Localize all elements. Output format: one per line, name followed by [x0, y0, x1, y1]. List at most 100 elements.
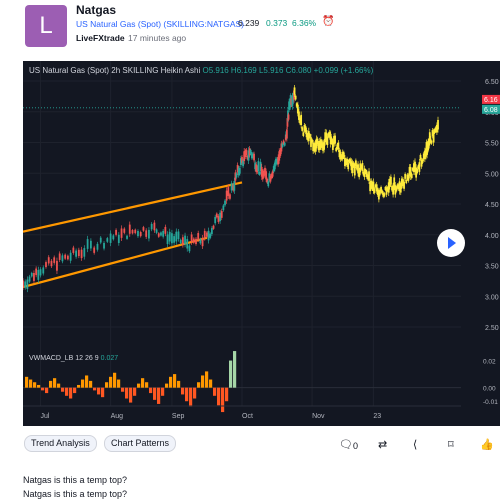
macd-bar	[233, 351, 237, 388]
y-tick-label: 5.00	[485, 171, 499, 178]
candle	[162, 230, 165, 237]
candle	[80, 249, 83, 259]
upper-channel-line	[23, 181, 243, 233]
candle	[214, 216, 217, 224]
projected-candle	[330, 138, 333, 144]
candle	[234, 172, 237, 181]
projected-candle	[416, 168, 419, 174]
legend-symbol-name: US Natural Gas (Spot)	[29, 66, 110, 75]
projected-candle	[310, 137, 312, 147]
projected-candle	[300, 114, 303, 126]
projected-candle	[306, 134, 309, 140]
projected-candle	[365, 171, 368, 178]
candle	[53, 257, 56, 263]
macd-bar	[93, 387, 97, 391]
projected-candle	[316, 138, 319, 145]
candle	[236, 164, 239, 173]
projected-candle	[304, 126, 307, 133]
macd-bar	[117, 379, 121, 388]
candle	[126, 235, 128, 239]
projected-candle	[361, 163, 364, 171]
tag-trend-analysis[interactable]: Trend Analysis	[24, 435, 97, 452]
projected-candle	[321, 141, 323, 148]
candle	[258, 171, 261, 175]
post-body-line-1: Natgas is this a temp top?	[23, 475, 128, 485]
projected-candle	[325, 132, 328, 142]
candle	[276, 158, 278, 164]
projected-candle	[383, 193, 386, 197]
candle	[222, 205, 225, 211]
repost-icon[interactable]: ⇄	[378, 439, 388, 451]
candle	[56, 260, 58, 271]
candle	[210, 228, 213, 235]
x-tick-label: 23	[373, 413, 381, 420]
symbol-link[interactable]: US Natural Gas (Spot) (SKILLING:NATGAS)	[76, 19, 244, 29]
projected-candle	[347, 162, 350, 170]
projected-candle	[353, 166, 356, 176]
macd-name: VWMACD_LB 12 26 9	[29, 355, 99, 362]
author-name[interactable]: LiveFXtrade	[76, 33, 125, 43]
candle	[233, 180, 236, 191]
x-tick-label: Jul	[41, 413, 50, 420]
projected-candle	[385, 187, 388, 195]
candle	[241, 156, 243, 163]
projected-candle	[294, 95, 297, 100]
candle	[77, 249, 80, 257]
candle	[242, 160, 244, 167]
chart-area[interactable]: 6.506.005.505.004.504.003.503.002.50JulA…	[23, 61, 500, 426]
candle	[255, 164, 258, 172]
candle	[219, 212, 221, 222]
macd-bar	[25, 376, 29, 388]
macd-bar	[169, 376, 173, 388]
macd-bar	[161, 387, 165, 396]
author-avatar[interactable]: L	[25, 5, 67, 47]
x-tick-label: Aug	[111, 413, 124, 420]
post-title[interactable]: Natgas	[76, 3, 117, 17]
projected-candle	[431, 130, 434, 137]
macd-bar	[205, 371, 209, 388]
projected-candle	[298, 111, 300, 120]
projected-candle	[296, 104, 299, 114]
macd-bar	[73, 387, 77, 394]
candle	[260, 166, 263, 177]
candle	[240, 158, 242, 166]
like-icon[interactable]: 👍	[480, 439, 494, 451]
comment-icon[interactable]: 🗨	[339, 439, 353, 451]
candle	[171, 233, 173, 244]
macd-bar	[57, 383, 61, 388]
candle	[139, 232, 142, 237]
projected-candle	[319, 139, 322, 148]
share-icon[interactable]: ⟨	[413, 439, 418, 451]
candle	[227, 187, 230, 196]
projected-candle	[433, 129, 436, 133]
projected-candle	[318, 140, 321, 150]
projected-candle	[348, 158, 351, 163]
candle	[265, 171, 267, 180]
projected-candle	[342, 152, 345, 158]
candle	[106, 238, 109, 242]
candle	[264, 167, 266, 176]
candle	[168, 231, 171, 242]
candle	[261, 171, 264, 180]
candle	[254, 162, 257, 170]
projected-candle	[375, 184, 378, 192]
projected-candle	[395, 187, 398, 192]
macd-bar	[165, 383, 169, 388]
candle	[184, 235, 186, 245]
alarm-clock-icon[interactable]: ⏰	[322, 16, 335, 27]
projected-candle	[305, 130, 308, 138]
candle	[283, 142, 286, 146]
macd-bar	[125, 387, 129, 399]
projected-candle	[382, 192, 385, 197]
candle	[134, 229, 137, 234]
macd-label: VWMACD_LB 12 26 9 0.027	[29, 355, 118, 362]
projected-candle	[423, 150, 426, 160]
candle	[247, 150, 250, 161]
tag-chart-patterns[interactable]: Chart Patterns	[104, 435, 177, 452]
projected-candle	[350, 161, 353, 171]
bookmark-icon[interactable]: ⌑	[448, 439, 454, 451]
play-icon[interactable]	[437, 229, 465, 257]
candle	[181, 237, 184, 246]
candle	[271, 171, 274, 177]
macd-bar	[229, 360, 233, 388]
